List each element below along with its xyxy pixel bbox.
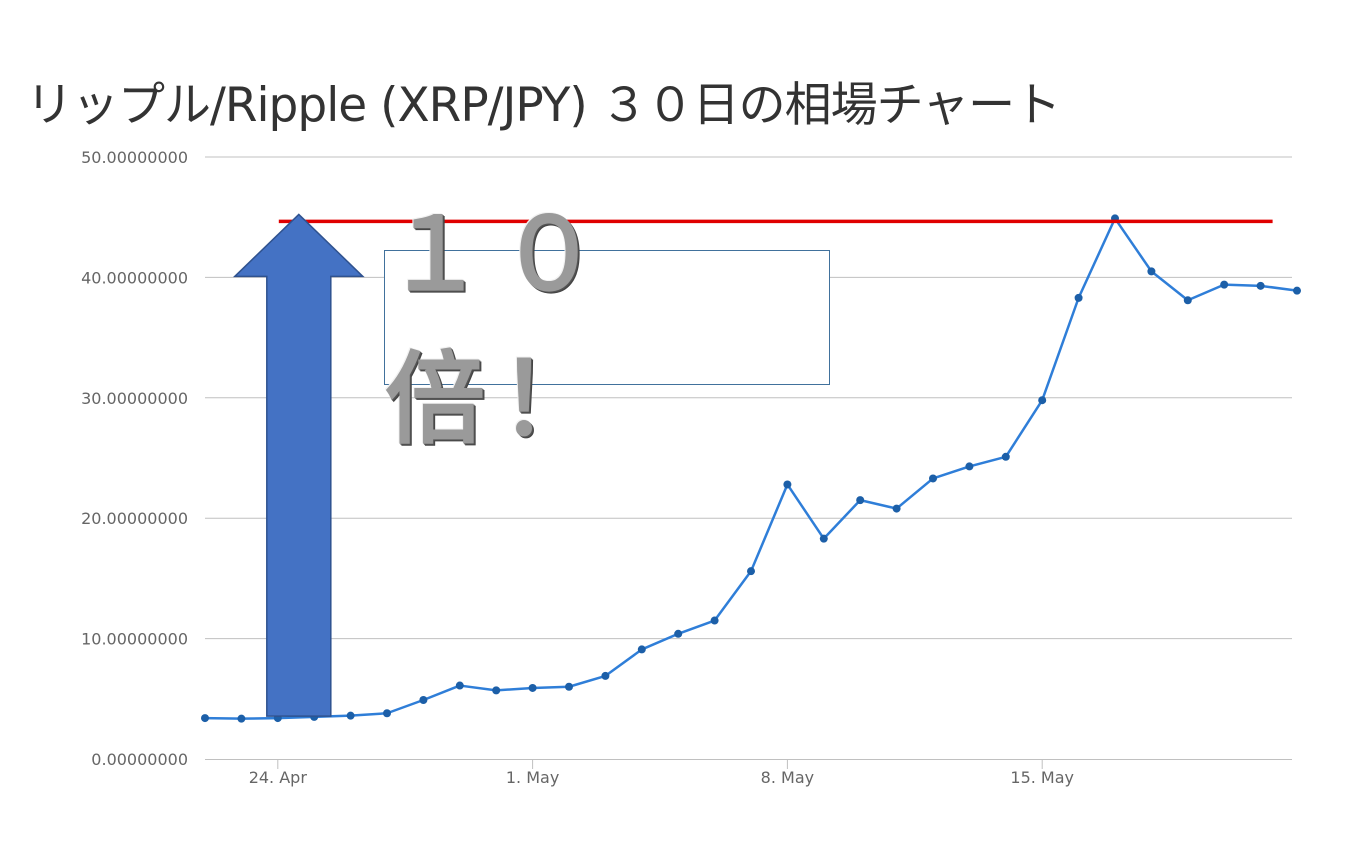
data-point-21 [965, 462, 974, 471]
data-point-15 [747, 567, 755, 576]
data-point-10 [565, 682, 573, 691]
callout-text: １０倍！ [385, 195, 613, 458]
y-tick-label: 20.00000000 [81, 509, 188, 528]
data-point-14 [710, 616, 719, 625]
data-point-28 [1220, 280, 1229, 289]
data-point-12 [637, 645, 646, 654]
page-title: リップル/Ripple (XRP/JPY) ３０日の相場チャート [26, 78, 1061, 133]
data-point-18 [856, 496, 865, 505]
data-point-7 [455, 681, 464, 690]
x-tick-label: 15. May [1010, 768, 1074, 787]
data-point-6 [419, 696, 428, 705]
data-point-24 [1074, 293, 1083, 302]
x-tick-label: 1. May [506, 768, 559, 787]
x-tick-label: 8. May [761, 768, 814, 787]
data-point-9 [528, 683, 537, 692]
data-point-0 [201, 714, 209, 723]
y-tick-label: 10.00000000 [81, 630, 188, 649]
data-point-22 [1001, 452, 1010, 461]
x-tick-label: 24. Apr [249, 768, 308, 787]
data-point-1 [237, 714, 246, 723]
callout-box: １０倍！ [384, 195, 830, 458]
annotation-layer [232, 213, 1273, 717]
data-point-27 [1183, 296, 1192, 305]
y-tick-label: 50.00000000 [81, 148, 188, 167]
data-point-11 [601, 671, 610, 680]
data-point-17 [819, 534, 828, 543]
x-axis: 24. Apr 1. May 8. May 15. May [205, 759, 1292, 787]
data-point-8 [492, 686, 501, 695]
series-layer [201, 214, 1301, 723]
data-point-30 [1293, 286, 1301, 295]
data-point-13 [674, 629, 683, 638]
y-tick-label: 0.00000000 [91, 750, 188, 769]
data-point-16 [783, 480, 792, 489]
y-axis-labels: 0.00000000 10.00000000 20.00000000 30.00000… [81, 148, 188, 769]
data-point-23 [1038, 396, 1047, 405]
y-tick-label: 30.00000000 [81, 389, 188, 408]
data-point-19 [892, 504, 901, 513]
data-point-20 [929, 474, 937, 483]
data-point-26 [1147, 267, 1156, 276]
y-tick-label: 40.00000000 [81, 268, 188, 287]
data-point-5 [383, 709, 391, 718]
data-point-4 [346, 711, 355, 720]
data-point-29 [1256, 281, 1265, 290]
rise-arrow [232, 213, 365, 717]
